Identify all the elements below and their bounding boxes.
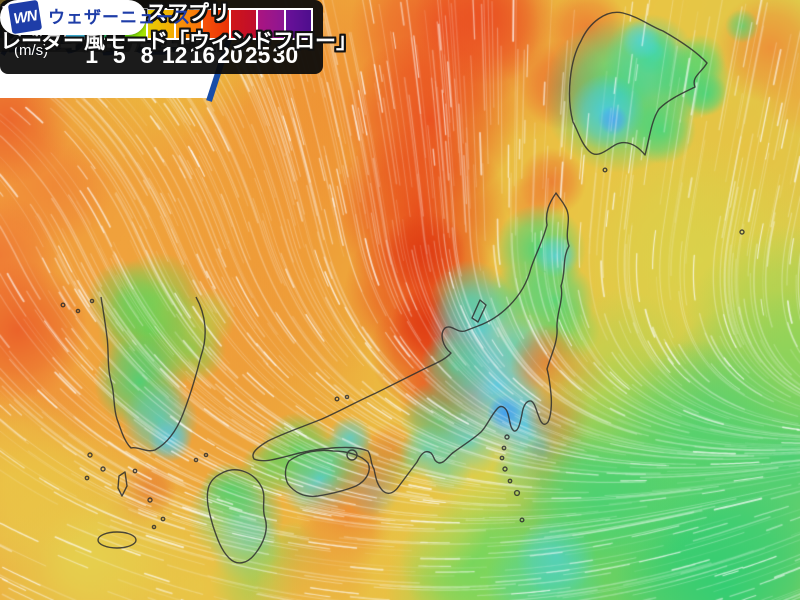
legend-tick: 16 bbox=[189, 42, 216, 68]
legend-tick: 30 bbox=[272, 42, 299, 68]
coastline-sado bbox=[471, 299, 487, 323]
legend-tick: 5 bbox=[112, 42, 126, 68]
legend-ticks: 1 5 8 12 16 20 25 30 bbox=[64, 40, 313, 70]
legend-swatch bbox=[258, 10, 284, 38]
legend-swatch bbox=[230, 10, 257, 38]
legend-tick: 25 bbox=[244, 42, 271, 68]
legend-swatch bbox=[148, 10, 174, 38]
weathernews-logo: WN ウェザーニュース bbox=[0, 0, 190, 35]
coastline-awaji bbox=[346, 449, 358, 461]
legend-tick: 8 bbox=[140, 42, 154, 68]
coastline-korea bbox=[100, 296, 206, 452]
coastline-honshu bbox=[252, 192, 570, 494]
coastline-hokkaido bbox=[568, 11, 708, 156]
coastline-jeju bbox=[97, 531, 137, 549]
coastline-kyushu bbox=[206, 469, 267, 564]
logo-label: ウェザーニュース bbox=[48, 8, 192, 27]
coastline-tsushima bbox=[117, 471, 128, 497]
legend-swatch bbox=[285, 10, 311, 38]
caption-line2: レーダー風モード「ウィンドフロー」 bbox=[0, 30, 357, 53]
legend-unit: (m/s) bbox=[14, 42, 49, 59]
coastline-small-islands bbox=[60, 167, 745, 530]
legend-tick: 12 bbox=[161, 42, 188, 68]
wn-logo-icon: WN bbox=[7, 0, 43, 35]
legend-swatch bbox=[203, 10, 229, 38]
legend-tick: 20 bbox=[217, 42, 243, 68]
coastline-shikoku bbox=[284, 449, 370, 498]
legend-tick: 1 bbox=[85, 42, 99, 68]
legend-swatch bbox=[175, 10, 202, 38]
wn-logo-letters: WN bbox=[12, 6, 38, 28]
